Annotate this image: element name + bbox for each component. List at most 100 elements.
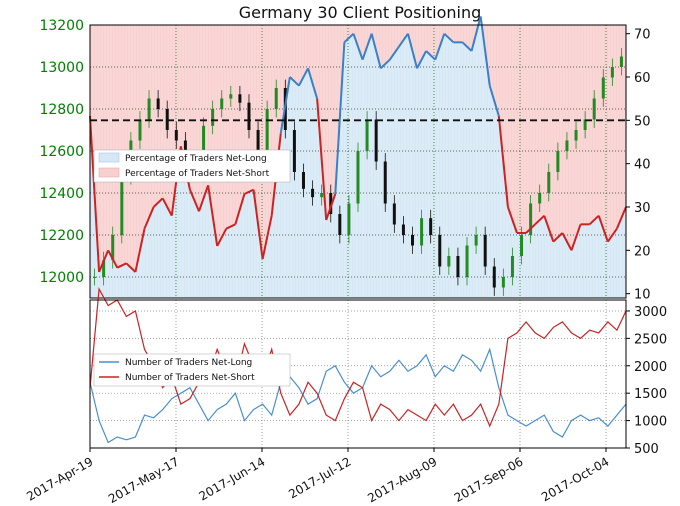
candle-body [329, 193, 333, 214]
legend-label-count-long: Number of Traders Net-Long [125, 358, 252, 368]
percent-line-segment [607, 228, 618, 243]
percent-line-segment [161, 197, 173, 217]
candle-body [147, 98, 151, 120]
percent-line-segment [461, 41, 473, 52]
percent-line-segment [279, 76, 291, 134]
percent-tick-label: 60 [634, 71, 651, 86]
candle-body [120, 176, 124, 235]
candle-body [202, 125, 206, 172]
candle-body [311, 188, 315, 198]
percent-tick-label: 30 [634, 201, 651, 216]
percent-tick-label: 50 [634, 114, 651, 129]
candle-body [174, 130, 178, 141]
price-tick-label: 12400 [39, 186, 84, 202]
percent-line-segment [525, 223, 536, 234]
candle-body [601, 77, 605, 99]
candle-body [465, 245, 469, 277]
bottom-panel: 500 1000 1500 2000 2500 3000 [89, 287, 667, 457]
candle-body [238, 94, 242, 103]
candle-body [520, 235, 524, 256]
candle-body [501, 277, 505, 288]
candle-body [374, 119, 378, 162]
percent-line-segment [125, 262, 137, 273]
candle-body [274, 88, 278, 109]
percent-line-segment [434, 33, 446, 60]
percent-line-segment [588, 214, 600, 226]
top-frame [89, 24, 627, 299]
legend-top: Percentage of Traders Net-Long Percentag… [93, 149, 291, 183]
top-panel: 12000 12200 12400 12600 12800 13000 13200 10 20 3… [39, 16, 651, 303]
candle-body [474, 235, 478, 246]
percent-line-segment [107, 249, 119, 269]
percent-line-segment [343, 32, 355, 44]
candle-body [220, 98, 224, 109]
candle-body [556, 151, 560, 172]
candle-body [338, 214, 342, 235]
percent-line-segment [325, 193, 337, 221]
percent-line-segment [234, 193, 246, 225]
price-tick-label: 12600 [39, 144, 84, 160]
candle-body [211, 109, 215, 126]
candle-body [538, 193, 542, 204]
percent-line-segment [98, 249, 110, 273]
count-tick-label: 500 [634, 442, 659, 457]
candle-body [610, 67, 614, 78]
count-tick-label: 1500 [634, 387, 667, 402]
candle-body [574, 130, 578, 141]
percent-line-segment [261, 215, 273, 260]
candle-body [229, 94, 233, 99]
candle-body [483, 235, 487, 267]
legend-label-net-long: Percentage of Traders Net-Long [125, 154, 267, 164]
percent-line-segment [307, 68, 319, 99]
candle-body [111, 235, 115, 261]
percent-line-segment [216, 228, 228, 247]
percent-line-segment [380, 58, 391, 70]
candle-body [438, 235, 442, 267]
percent-line-segment [298, 67, 309, 87]
price-tick-label: 12000 [39, 270, 84, 286]
candle-body [320, 193, 324, 198]
x-tick-label: 2017-May-17 [106, 454, 181, 506]
percent-line-segment [207, 185, 219, 247]
candle-body [492, 266, 496, 288]
x-tick-label: 2017-Oct-04 [539, 454, 611, 504]
candle-body [420, 218, 424, 246]
x-tick-label: 2017-Jul-12 [286, 454, 353, 501]
candle-body [429, 218, 433, 235]
percent-line-segment [497, 115, 509, 208]
percent-line-segment [252, 189, 264, 260]
price-tick-label: 13200 [39, 18, 84, 34]
legend-swatch-net-long [98, 152, 120, 163]
x-tick-label: 2017-Apr-19 [24, 454, 95, 503]
percent-line-segment [488, 85, 500, 117]
candle-body [565, 140, 569, 151]
percent-line-segment [116, 262, 127, 269]
price-tick-label: 13000 [39, 60, 84, 76]
percent-line-segment [89, 115, 101, 273]
count-line-net-long [89, 347, 627, 444]
percent-line-segment [506, 206, 518, 234]
candle-body [529, 203, 533, 235]
candle-body [356, 151, 360, 204]
count-tick-label: 1000 [634, 415, 667, 430]
percent-line-segment [134, 228, 146, 273]
percent-line-segment [543, 215, 555, 242]
x-axis: 2017-Apr-19 2017-May-17 2017-Jun-14 2017-Ju… [24, 448, 612, 506]
percent-line-segment [189, 189, 200, 212]
percent-line-segment [406, 33, 419, 69]
candle-body [583, 119, 587, 130]
candle-body [256, 130, 260, 151]
count-tick-label: 2500 [634, 332, 667, 347]
percent-line-segment [416, 50, 428, 69]
candle-body [401, 224, 405, 235]
candle-body [265, 109, 269, 151]
price-tick-label: 12200 [39, 228, 84, 244]
candle-body [447, 256, 451, 267]
percent-line-segment [398, 33, 409, 48]
percent-line-segment [615, 206, 627, 230]
chart-title: Germany 30 Client Positioning [239, 3, 482, 22]
x-tick-label: 2017-Jun-14 [197, 454, 268, 503]
percent-line-segment [570, 224, 582, 251]
percent-line-segment [143, 206, 155, 230]
